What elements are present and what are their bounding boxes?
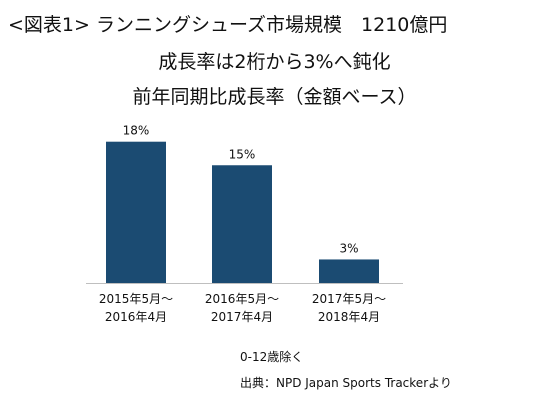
- data-label-1: 18%: [123, 124, 150, 138]
- category-label-1-line-1: 2015年5月～: [99, 292, 173, 306]
- source-note: 出典：NPD Japan Sports Trackerより: [240, 376, 452, 390]
- chart-title-line-1: <図表1> ランニングシューズ市場規模 1210億円: [8, 14, 448, 36]
- data-label-2: 15%: [229, 147, 256, 161]
- bar-2: [212, 165, 272, 283]
- chart-title-line-3: 前年同期比成長率（金額ベース）: [132, 86, 417, 108]
- bar-1: [106, 141, 166, 283]
- chart-title-line-2: 成長率は2桁から3%へ鈍化: [158, 51, 391, 73]
- category-label-3-line-1: 2017年5月～: [312, 292, 386, 306]
- category-label-1-line-2: 2016年4月: [105, 310, 167, 324]
- age-exclusion-note: 0-12歳除く: [240, 350, 304, 364]
- category-label-2-line-2: 2017年4月: [211, 310, 273, 324]
- data-label-3: 3%: [339, 241, 358, 255]
- bar-3: [319, 259, 379, 283]
- category-label-3-line-2: 2018年4月: [318, 310, 380, 324]
- category-label-2-line-1: 2016年5月～: [205, 292, 279, 306]
